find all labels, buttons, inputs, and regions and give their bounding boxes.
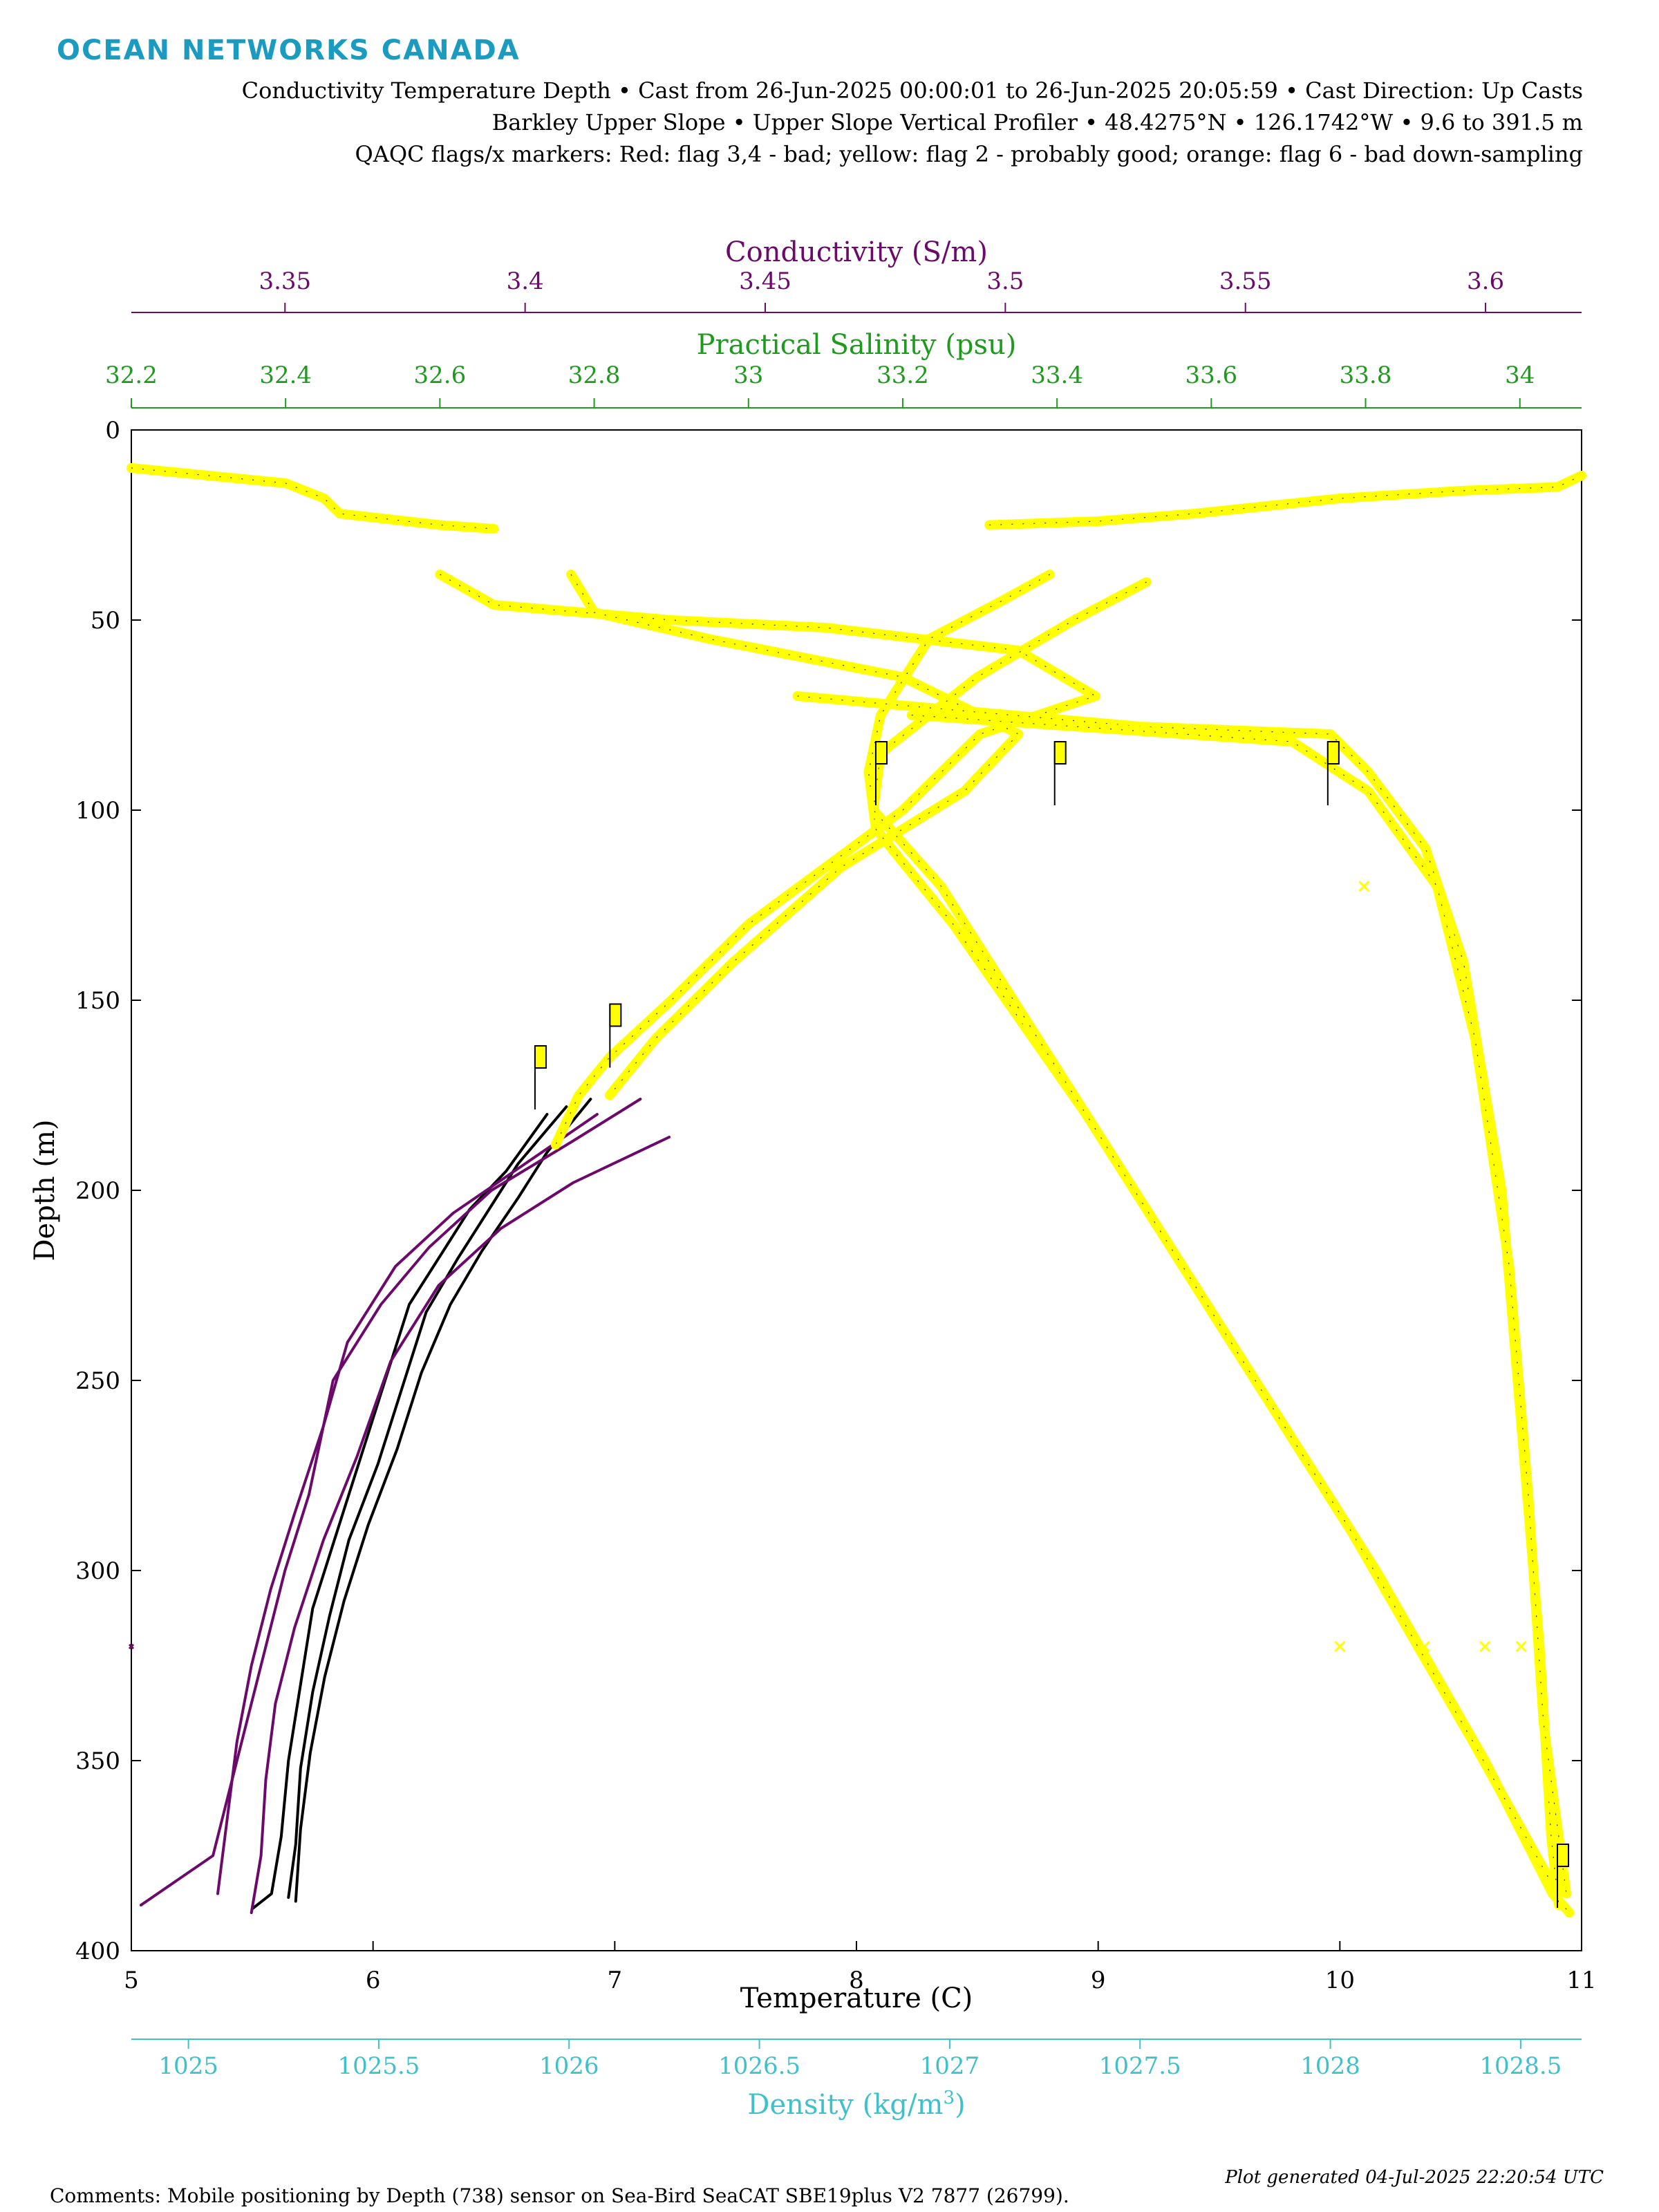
series-density-13 [906, 710, 1571, 1899]
temperature-tick-label: 11 [1566, 1967, 1596, 1994]
depth-tick-label: 350 [75, 1747, 120, 1775]
marker-4 [1515, 1640, 1527, 1653]
salinity-tick-label: 32.2 [105, 362, 158, 389]
footer-generated: Plot generated 04-Jul-2025 22:20:54 UTC [1225, 2167, 1604, 2188]
density-tick-label: 1025 [158, 2052, 218, 2080]
salinity-tick-label: 32.6 [414, 362, 467, 389]
qaqc-flag-4 [1327, 741, 1340, 805]
salinity-tick-label: 34 [1505, 362, 1535, 389]
temperature-tick-label: 10 [1325, 1967, 1355, 1994]
header-line-1: Conductivity Temperature Depth • Cast fr… [241, 77, 1583, 104]
marker-1 [1334, 1640, 1346, 1653]
density-tick-label: 1028.5 [1479, 2052, 1562, 2080]
series-salinity-8 [566, 570, 1024, 1100]
density-tick-label: 1027 [920, 2052, 980, 2080]
conductivity-tick-label: 3.5 [986, 268, 1024, 295]
series-conductivity-5 [250, 1136, 671, 1914]
header-line-2: Barkley Upper Slope • Upper Slope Vertic… [491, 109, 1583, 135]
marker-0 [128, 1643, 135, 1650]
density-axis-label: Density (kg/m3) [747, 2088, 965, 2121]
marker-2 [1418, 1640, 1430, 1653]
density-tick-label: 1026 [539, 2052, 599, 2080]
series-core-10 [868, 574, 1570, 1913]
flag-layer [534, 741, 1570, 1908]
marker-layer [128, 880, 1527, 1653]
series-core-13 [911, 714, 1567, 1894]
qaqc-flag-0 [534, 1045, 547, 1109]
depth-axis: 0 50 100 150 200 250 300 350 400 Depth (m) [29, 417, 1582, 1965]
salinity-tick-label: 33.6 [1185, 362, 1237, 389]
depth-tick-label: 250 [75, 1367, 120, 1395]
conductivity-tick-label: 3.35 [259, 268, 311, 295]
marker-5 [1358, 880, 1370, 892]
series-conductivity-3 [139, 1098, 642, 1906]
temperature-axis: 5 6 7 8 9 10 11 Temperature (C) [124, 1941, 1597, 2014]
series-temperature-2 [294, 1098, 592, 1903]
density-tick-label: 1025.5 [337, 2052, 420, 2080]
depth-tick-label: 150 [75, 987, 120, 1015]
brand-logo: OCEAN NETWORKS CANADA [57, 35, 521, 66]
qaqc-flag-1 [609, 1003, 622, 1068]
salinity-tick-label: 33.4 [1031, 362, 1083, 389]
temperature-axis-label: Temperature (C) [740, 1983, 973, 2014]
salinity-tick-label: 33 [733, 362, 763, 389]
depth-tick-label: 300 [75, 1557, 120, 1585]
density-tick-label: 1028 [1300, 2052, 1360, 2080]
conductivity-tick-label: 3.55 [1219, 268, 1272, 295]
footer-comments: Comments: Mobile positioning by Depth (7… [50, 2184, 1069, 2207]
qaqc-flag-5 [1557, 1844, 1570, 1908]
conductivity-axis: 3.35 3.4 3.45 3.5 3.55 3.6 Conductivity (S/m) [131, 236, 1582, 313]
conductivity-axis-label: Conductivity (S/m) [725, 236, 988, 268]
conductivity-tick-label: 3.4 [507, 268, 544, 295]
series-temperature-1 [287, 1105, 568, 1899]
series-temperature-9 [984, 471, 1586, 530]
salinity-tick-label: 32.4 [259, 362, 312, 389]
series-core-9 [989, 475, 1582, 526]
depth-tick-label: 50 [91, 607, 120, 635]
density-axis: 1025 1025.5 1026 1026.5 1027 1027.5 1028 1028.5… [131, 2038, 1582, 2121]
temperature-tick-label: 7 [608, 1967, 623, 1994]
series-core-11 [872, 581, 1558, 1894]
depth-tick-label: 200 [75, 1177, 120, 1205]
depth-axis-label: Depth (m) [29, 1119, 61, 1261]
temperature-tick-label: 8 [849, 1967, 864, 1994]
depth-tick-label: 100 [75, 797, 120, 825]
plot-area [131, 429, 1582, 1951]
conductivity-tick-label: 3.6 [1467, 268, 1504, 295]
qaqc-flag-3 [1053, 741, 1067, 805]
marker-3 [1479, 1640, 1491, 1653]
salinity-axis-label: Practical Salinity (psu) [697, 329, 1017, 361]
temperature-tick-label: 6 [366, 1967, 381, 1994]
header-line-3: QAQC flags/x markers: Red: flag 3,4 - ba… [355, 141, 1583, 167]
salinity-tick-label: 33.2 [877, 362, 929, 389]
density-tick-label: 1027.5 [1099, 2052, 1181, 2080]
series-conductivity-4 [216, 1113, 599, 1895]
depth-tick-label: 0 [105, 417, 120, 444]
series-layer [126, 463, 1586, 1918]
salinity-tick-label: 33.8 [1340, 362, 1392, 389]
temperature-tick-label: 5 [124, 1967, 139, 1994]
temperature-tick-label: 9 [1091, 1967, 1106, 1994]
salinity-tick-label: 32.8 [568, 362, 621, 389]
series-salinity-6 [126, 463, 499, 534]
series-core-6 [131, 467, 494, 529]
salinity-axis: 32.2 32.4 32.6 32.8 33 33.2 33.4 33.6 33.8 34 Prac… [105, 329, 1582, 409]
conductivity-tick-label: 3.45 [739, 268, 791, 295]
density-tick-label: 1026.5 [718, 2052, 800, 2080]
depth-tick-label: 400 [75, 1938, 120, 1965]
qaqc-flag-2 [874, 741, 888, 805]
